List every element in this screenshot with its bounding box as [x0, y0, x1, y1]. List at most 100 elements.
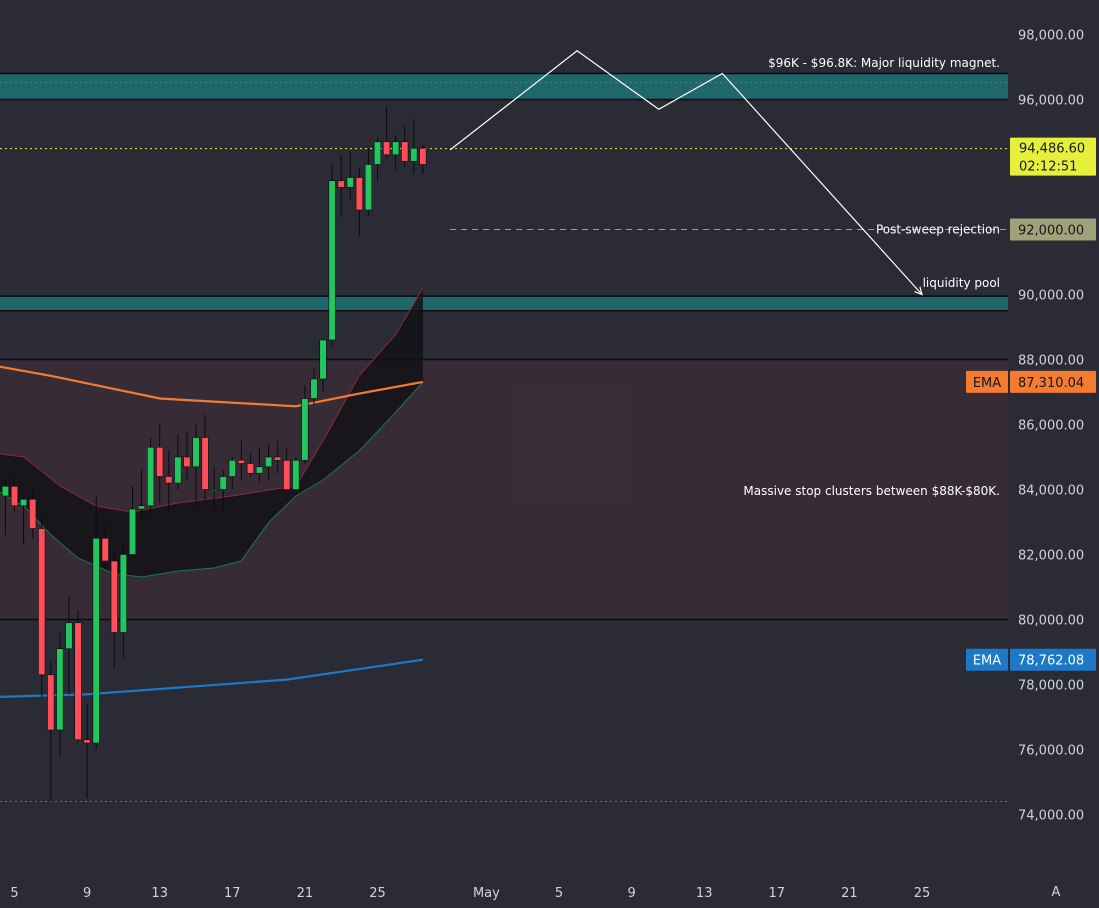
candle[interactable] — [219, 470, 227, 509]
liquidity-pool-zone — [0, 296, 1008, 311]
candle[interactable] — [310, 369, 318, 405]
candle[interactable] — [165, 450, 173, 513]
candle[interactable] — [38, 515, 46, 698]
y-tick-label: 90,000.00 — [1018, 289, 1084, 304]
candle[interactable] — [264, 444, 273, 480]
liquidity-pool-label: liquidity pool — [923, 276, 1000, 290]
x-tick-label: 25 — [369, 886, 386, 901]
candle[interactable] — [83, 704, 91, 799]
y-tick-label: 80,000.00 — [1018, 614, 1084, 629]
cloud-upper-edge — [0, 287, 424, 513]
candle[interactable] — [101, 525, 109, 568]
candle[interactable] — [174, 434, 182, 490]
candle[interactable] — [1, 479, 10, 535]
y-tick-label: 76,000.00 — [1018, 744, 1084, 759]
y-tick-label: 98,000.00 — [1018, 29, 1084, 44]
candle[interactable] — [228, 457, 236, 490]
candle-body — [119, 554, 127, 633]
rejection-price-tag-value: 92,000.00 — [1018, 224, 1084, 239]
candle[interactable] — [183, 431, 191, 480]
ema-orange-line — [0, 365, 424, 408]
x-tick-label: 17 — [224, 886, 241, 901]
candle[interactable] — [301, 385, 309, 464]
candle[interactable] — [10, 476, 19, 513]
candle[interactable] — [401, 125, 409, 168]
candle[interactable] — [74, 609, 82, 743]
candle[interactable] — [47, 661, 55, 802]
candle[interactable] — [419, 145, 427, 175]
candle[interactable] — [156, 424, 164, 503]
candle[interactable] — [283, 447, 291, 493]
candle[interactable] — [192, 424, 200, 506]
candle-body — [264, 456, 273, 468]
candle-body — [56, 648, 64, 731]
candle-body — [192, 437, 200, 468]
candle-body — [183, 456, 191, 468]
ema-orange-tag-title: EMA — [973, 376, 1001, 391]
candle[interactable] — [110, 551, 118, 669]
candle-body — [128, 508, 137, 555]
candle[interactable] — [346, 151, 354, 201]
y-tick-label: 78,000.00 — [1018, 679, 1084, 694]
candle[interactable] — [392, 135, 400, 171]
ema-blue-tag: 78,762.08 EMA — [966, 648, 1096, 671]
candle-body — [156, 446, 164, 477]
candle-body — [29, 498, 37, 529]
candle-body — [201, 437, 209, 490]
x-tick-label: 9 — [627, 886, 635, 901]
candle[interactable] — [201, 414, 209, 503]
candle-body — [382, 141, 391, 156]
candle-body — [355, 177, 363, 211]
auto-scale-mark[interactable]: A — [1052, 885, 1061, 900]
candle-body — [283, 459, 291, 490]
candle[interactable] — [373, 138, 382, 181]
candle[interactable] — [274, 440, 282, 474]
candle-body — [292, 459, 300, 490]
candle-body — [165, 476, 173, 484]
post-sweep-label: Post-sweep rejection — [876, 223, 1000, 237]
candle[interactable] — [355, 167, 363, 236]
ema-orange-tag-title-bg — [966, 370, 1008, 393]
candle[interactable] — [119, 544, 127, 659]
candle[interactable] — [255, 447, 264, 483]
candle[interactable] — [337, 154, 345, 217]
candle[interactable] — [128, 486, 137, 558]
current-price-tag-bg — [1010, 137, 1096, 176]
candle[interactable] — [65, 596, 73, 695]
cloud-lower-edge — [0, 381, 424, 578]
candle[interactable] — [19, 492, 28, 545]
candle-body — [65, 622, 73, 650]
candle-body — [410, 147, 418, 162]
candle[interactable] — [92, 496, 100, 750]
candle[interactable] — [319, 339, 327, 392]
candle[interactable] — [328, 164, 336, 347]
candle-body — [110, 560, 118, 633]
candle-body — [328, 180, 336, 341]
current-price-tag: 94,486.60 02:12:51 — [1010, 137, 1096, 176]
ema-blue-tag-title-bg — [966, 648, 1008, 671]
candle[interactable] — [410, 119, 418, 175]
ema-blue-line — [0, 658, 424, 698]
major-liquidity-zone — [0, 73, 1008, 100]
candle[interactable] — [246, 453, 255, 477]
candle[interactable] — [56, 632, 64, 757]
candle[interactable] — [29, 489, 37, 539]
candle-body — [419, 147, 427, 165]
x-tick-label: May — [473, 886, 500, 901]
y-tick-label: 74,000.00 — [1018, 809, 1084, 824]
candle-body — [137, 505, 146, 510]
candle[interactable] — [147, 437, 155, 516]
candle-body — [147, 446, 155, 507]
candle-body — [301, 398, 309, 461]
candle-body — [401, 141, 409, 162]
candle-body — [74, 622, 82, 741]
candle[interactable] — [237, 440, 245, 480]
candle[interactable] — [382, 106, 391, 158]
x-tick-label: 13 — [696, 886, 713, 901]
candle[interactable] — [210, 466, 218, 513]
candle[interactable] — [364, 148, 373, 217]
candle[interactable] — [292, 457, 300, 493]
x-tick-label: 21 — [841, 886, 858, 901]
candle[interactable] — [137, 470, 146, 522]
